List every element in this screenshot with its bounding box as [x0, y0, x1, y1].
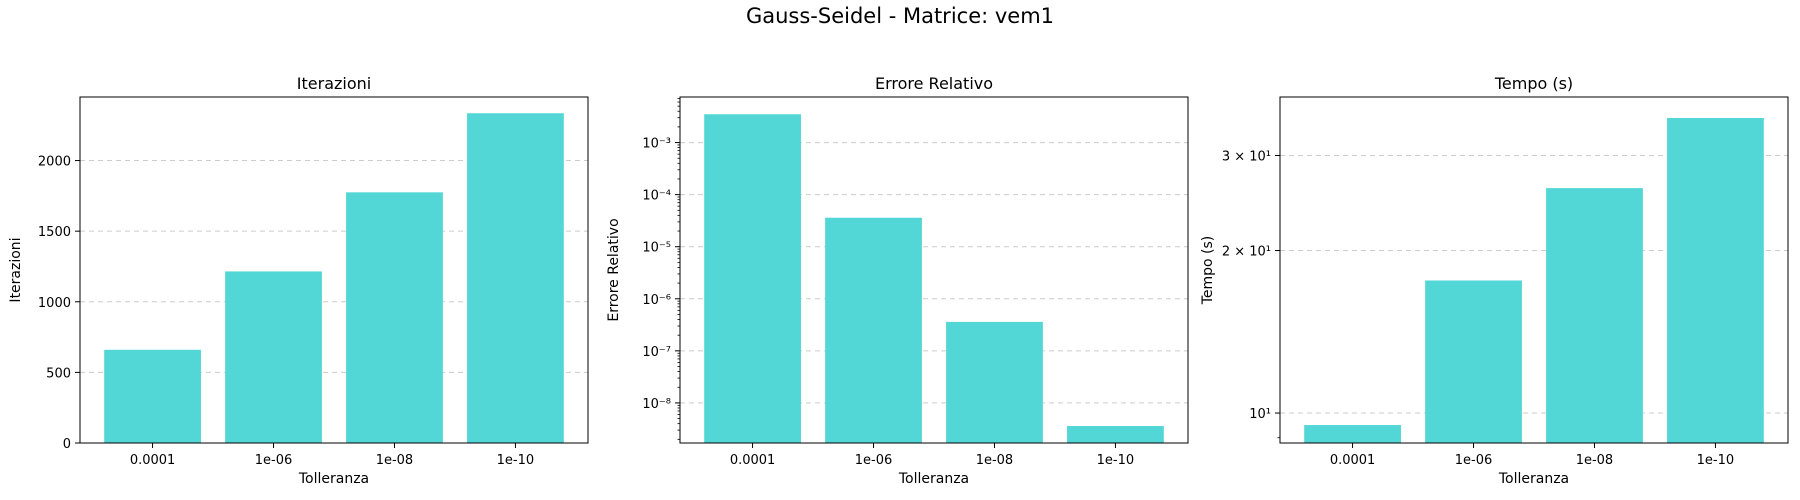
bar [946, 321, 1043, 443]
bar [346, 192, 443, 443]
axes-frame [679, 96, 1189, 444]
panel-title: Errore Relativo [875, 74, 993, 93]
y-tick-label: 10¹ [1249, 407, 1271, 422]
y-tick-label: 3 × 10¹ [1222, 149, 1271, 164]
y-tick-label: 10⁻⁸ [642, 397, 671, 412]
x-tick-label: 0.0001 [1330, 453, 1376, 468]
bar [467, 113, 564, 443]
bar [825, 217, 922, 443]
axes-frame [79, 96, 589, 444]
bar [104, 349, 201, 443]
bar [1304, 425, 1401, 443]
y-tick-label: 500 [46, 366, 71, 381]
figure-title: Gauss-Seidel - Matrice: vem1 [745, 4, 1055, 28]
y-tick-label: 10⁻⁷ [642, 345, 671, 360]
x-tick-label: 1e-08 [1576, 453, 1614, 468]
x-tick-label: 1e-06 [855, 453, 893, 468]
x-tick-label: 0.0001 [130, 453, 176, 468]
x-tick-label: 1e-08 [976, 453, 1014, 468]
bar [1067, 426, 1164, 443]
x-tick-label: 1e-10 [1097, 453, 1135, 468]
x-axis-label: Tolleranza [898, 471, 969, 487]
x-axis-label: Tolleranza [298, 471, 369, 487]
bar [704, 114, 801, 443]
y-tick-label: 10⁻⁶ [642, 293, 671, 308]
y-tick-label: 0 [63, 437, 71, 452]
x-tick-label: 1e-10 [497, 453, 535, 468]
x-tick-label: 1e-08 [376, 453, 414, 468]
y-axis-label: Tempo (s) [1200, 236, 1216, 306]
x-tick-label: 1e-06 [255, 453, 293, 468]
y-tick-label: 2000 [38, 155, 71, 170]
y-axis-label: Iterazioni [8, 237, 24, 302]
x-tick-label: 0.0001 [730, 453, 776, 468]
bar [1425, 280, 1522, 443]
x-tick-label: 1e-10 [1697, 453, 1735, 468]
y-tick-label: 1500 [38, 225, 71, 240]
axes-frame [1279, 96, 1789, 444]
y-tick-label: 2 × 10¹ [1222, 245, 1271, 260]
panel-title: Tempo (s) [1494, 74, 1573, 93]
y-tick-label: 10⁻⁴ [642, 189, 671, 204]
y-axis-label: Errore Relativo [606, 218, 622, 321]
y-tick-label: 10⁻⁵ [642, 241, 671, 256]
bar [1667, 118, 1764, 444]
bar [1546, 188, 1643, 443]
panel-title: Iterazioni [297, 74, 371, 93]
y-tick-label: 10⁻³ [642, 137, 671, 152]
y-tick-label: 1000 [38, 296, 71, 311]
x-axis-label: Tolleranza [1498, 471, 1569, 487]
bar [225, 271, 322, 443]
x-tick-label: 1e-06 [1455, 453, 1493, 468]
